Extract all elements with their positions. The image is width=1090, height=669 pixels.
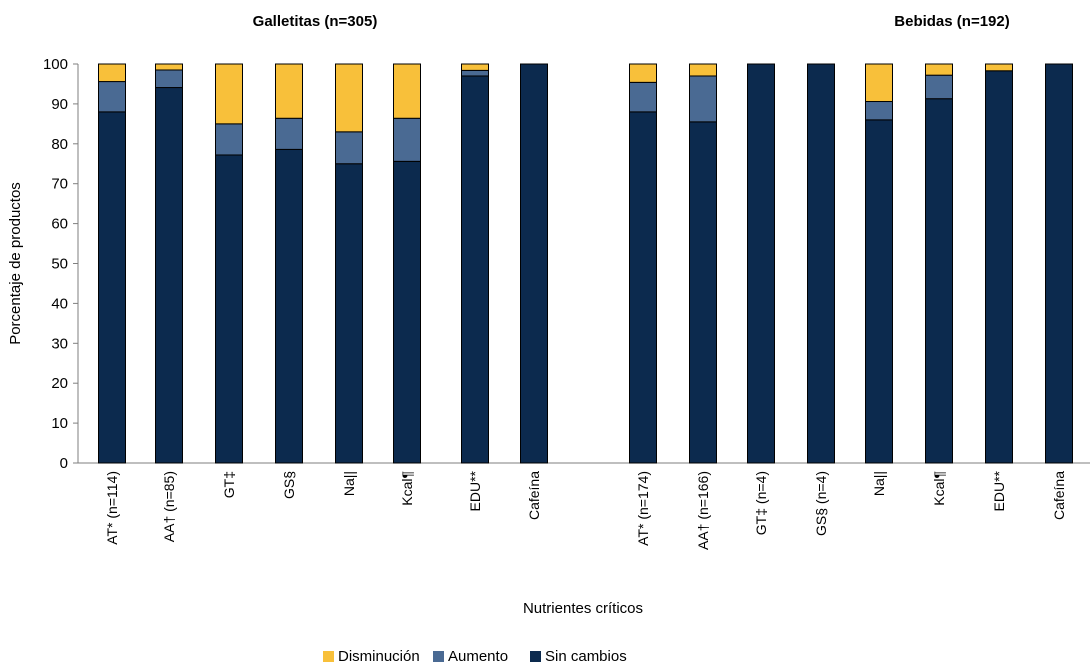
bar-segment [985,63,1013,72]
x-tick-label: GS§ [281,471,297,499]
bar-segment [689,63,717,77]
bar-segment [155,63,183,71]
group-title: Galletitas (n=305) [253,13,378,30]
x-tick-label: AA† (n=85) [161,471,177,542]
x-tick-label: GT‡ (n=4) [753,471,769,535]
legend-label: Aumento [448,648,508,665]
bar-segment [335,163,363,464]
x-tick-label: Cafeína [1051,471,1067,520]
x-tick-label: GS§ (n=4) [813,471,829,536]
bar-segment [807,63,835,464]
labels: 0 10 20 30 40 50 60 70 80 90 100 Porcentaje de prod… [7,13,1067,617]
bar-segment [629,81,657,113]
bar-segment [98,81,126,113]
legend-swatch [530,651,541,662]
bar-segment [689,75,717,123]
bar-segment [925,74,953,100]
x-tick-label: EDU** [467,470,483,511]
group-title: Bebidas (n=192) [894,13,1009,30]
bar-segment [215,123,243,156]
bar-segment [689,121,717,464]
bar-segment [393,117,421,162]
y-tick-label: 90 [51,96,68,113]
bar-segment [335,63,363,133]
x-tick-label: GT‡ [221,471,237,498]
x-tick-label: Na|| [871,471,887,496]
x-tick-label: Cafeína [526,471,542,520]
bar-segment [275,63,303,119]
legend-label: Sin cambios [545,648,627,665]
bar-segment [98,63,126,83]
bar-segment [747,63,775,464]
bar-segment [865,101,893,121]
y-tick-label: 10 [51,415,68,432]
bar-segment [155,69,183,89]
x-axis-title: Nutrientes críticos [523,600,643,617]
y-tick-label: 80 [51,136,68,153]
bar-segment [98,111,126,464]
bar-segment [461,75,489,464]
bar-segment [520,63,548,464]
y-tick-label: 20 [51,375,68,392]
bar-segment [335,131,363,165]
bar-segment [215,63,243,125]
x-tick-label: Na|| [341,471,357,496]
legend-swatch [323,651,334,662]
y-tick-label: 30 [51,335,68,352]
bar-segment [461,63,489,71]
x-tick-label: AA† (n=166) [695,471,711,550]
legend: Disminución Aumento Sin cambios [323,648,627,665]
bar-segment [461,69,489,77]
bar-segment [275,148,303,464]
x-tick-label: Kcal¶ [399,471,415,506]
y-tick-label: 50 [51,256,68,273]
y-tick-label: 0 [60,455,68,472]
bar-segment [865,63,893,103]
bar-segment [215,154,243,464]
legend-label: Disminución [338,648,420,665]
bars [98,63,1073,464]
x-tick-label: AT* (n=174) [635,471,651,546]
axes [73,63,1090,464]
bar-segment [275,117,303,150]
x-tick-label: AT* (n=114) [104,471,120,545]
legend-swatch [433,651,444,662]
bar-segment [925,98,953,464]
bar-segment [629,111,657,464]
y-tick-label: 70 [51,176,68,193]
bar-segment [155,87,183,464]
bar-segment [985,70,1013,464]
y-axis-title: Porcentaje de productos [7,182,24,345]
bar-segment [393,63,421,119]
bar-segment [925,63,953,76]
bar-segment [393,160,421,464]
bar-segment [629,63,657,83]
y-tick-label: 100 [43,56,68,73]
bar-segment [865,119,893,464]
bar-segment [1045,63,1073,464]
x-tick-label: Kcal¶ [931,471,947,506]
y-tick-label: 40 [51,295,68,312]
x-tick-label: EDU** [991,470,1007,511]
y-tick-label: 60 [51,216,68,233]
